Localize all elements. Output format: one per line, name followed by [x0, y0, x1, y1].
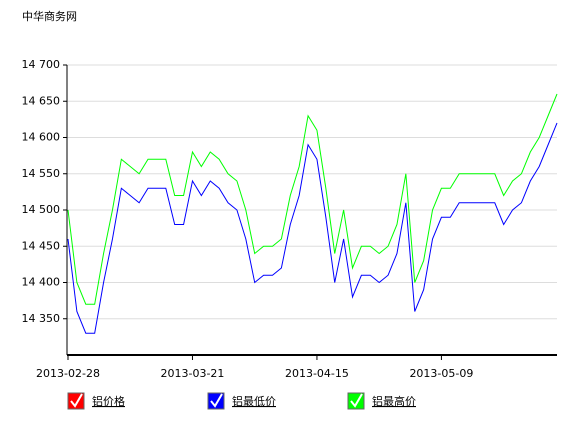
x-tick-label: 2013-04-15: [285, 367, 349, 380]
legend-check: [210, 393, 223, 408]
legend-check: [70, 393, 83, 408]
legend-item: 铝最高价: [347, 392, 416, 410]
legend-item: 铝价格: [67, 392, 125, 410]
y-tick-label: 14 600: [22, 131, 61, 144]
y-tick-label: 14 700: [22, 58, 61, 71]
series-line: [67, 93, 558, 305]
x-tick-label: 2013-03-21: [161, 367, 225, 380]
legend-label: 铝价格: [92, 394, 125, 408]
y-tick-label: 14 450: [22, 239, 61, 252]
y-tick-label: 14 350: [22, 312, 61, 325]
y-tick-label: 14 550: [22, 167, 61, 180]
legend-label: 铝最高价: [372, 394, 416, 408]
y-tick-label: 14 500: [22, 203, 61, 216]
y-tick-label: 14 650: [22, 94, 61, 107]
legend-check: [350, 393, 363, 408]
series-line: [67, 122, 558, 334]
x-tick-label: 2013-05-09: [409, 367, 473, 380]
x-tick-label: 2013-02-28: [36, 367, 100, 380]
chart-title: 中华商务网: [22, 9, 77, 23]
y-tick-label: 14 400: [22, 276, 61, 289]
legend-item: 铝最低价: [207, 392, 276, 410]
legend-label: 铝最低价: [232, 394, 276, 408]
